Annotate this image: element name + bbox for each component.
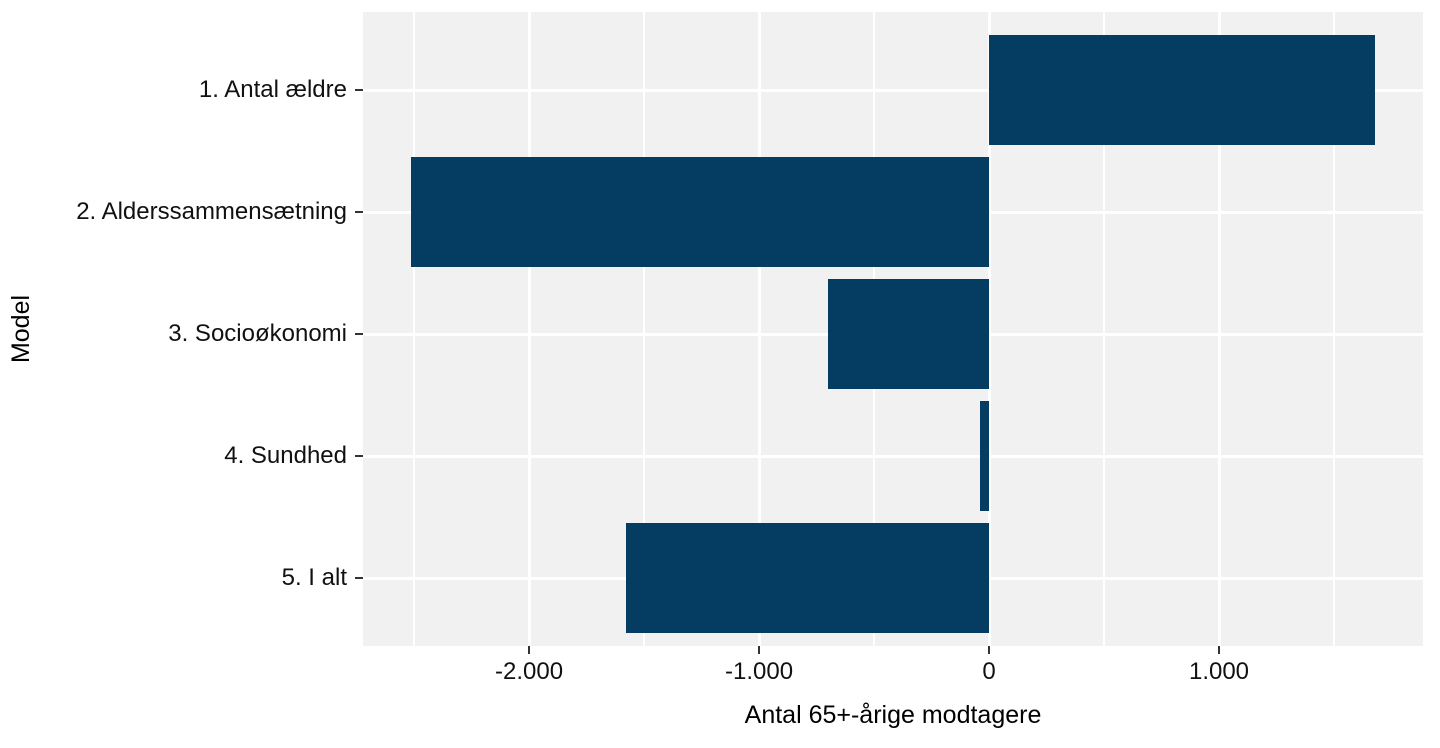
- x-axis-tick-mark: [1218, 646, 1220, 654]
- x-tick-label-zero: 0: [982, 658, 996, 685]
- y-axis-tick-mark: [355, 211, 363, 213]
- x-axis-tick-mark: [528, 646, 531, 654]
- gridline-major-x: [1217, 12, 1221, 646]
- y-axis-label-sundhed: 4. Sundhed: [224, 442, 347, 469]
- bar: [828, 279, 989, 389]
- x-tick-label-minus-2000: -2.000: [495, 658, 564, 685]
- gridline-minor-x: [413, 12, 416, 646]
- x-axis-title: Antal 65+-årige modtagere: [744, 701, 1042, 729]
- y-axis-label-i-alt: 5. I alt: [281, 564, 347, 591]
- y-axis-tick-mark: [355, 577, 363, 579]
- x-axis-tick-mark: [988, 646, 991, 654]
- bar: [989, 35, 1376, 145]
- x-tick-label-minus-1000: -1.000: [725, 658, 794, 685]
- gridline-minor-x: [1332, 12, 1335, 646]
- y-axis-label-antal-aeldre: 1. Antal ældre: [198, 76, 347, 103]
- bar: [979, 401, 989, 511]
- gridline-major-y: [363, 454, 1423, 458]
- gridline-major-x: [527, 12, 531, 646]
- gridline-minor-x: [643, 12, 646, 646]
- y-axis-label-alderssammensaetning: 2. Alderssammensætning: [76, 198, 347, 225]
- bar: [625, 523, 990, 633]
- y-axis-tick-mark: [355, 333, 363, 335]
- gridline-major-y: [363, 88, 1423, 92]
- x-axis-tick-mark: [758, 646, 761, 654]
- gridline-major-x: [987, 12, 991, 646]
- gridline-major-x: [757, 12, 761, 646]
- plot-panel: [363, 12, 1423, 646]
- y-axis-tick-mark: [355, 455, 363, 457]
- x-tick-label-1000: 1.000: [1188, 658, 1250, 685]
- bar: [410, 157, 989, 267]
- y-axis-title: Model: [7, 294, 35, 364]
- y-axis-label-sociooekonomi: 3. Socioøkonomi: [168, 320, 347, 347]
- y-axis-tick-mark: [355, 89, 363, 91]
- gridline-minor-x: [1103, 12, 1105, 646]
